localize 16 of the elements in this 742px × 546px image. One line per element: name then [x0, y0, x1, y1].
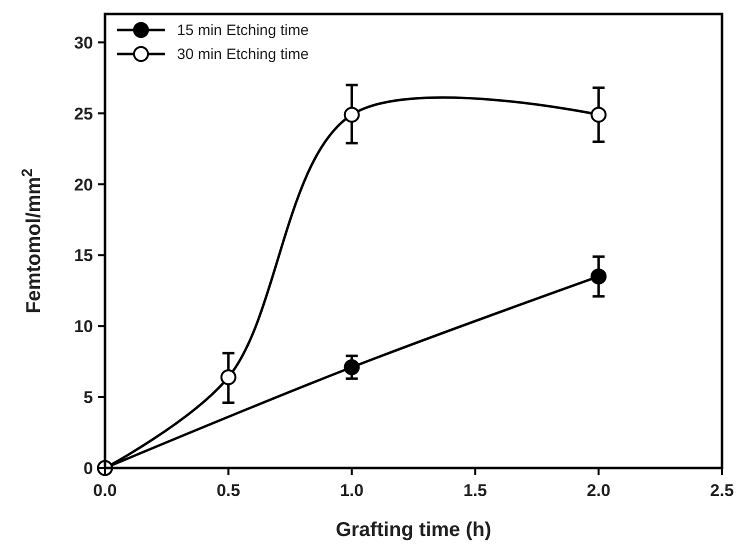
y-tick-label: 5 — [84, 388, 93, 408]
y-tick-label: 10 — [74, 317, 93, 336]
x-tick-label: 2.5 — [710, 481, 734, 500]
x-axis-title: Grafting time (h) — [336, 519, 492, 541]
y-tick-label: 0 — [84, 459, 93, 478]
x-tick-label: 1.0 — [340, 481, 364, 500]
legend-label: 15 min Etching time — [177, 22, 309, 39]
y-tick-label: 25 — [74, 104, 93, 124]
legend-label: 30 min Etching time — [177, 46, 309, 63]
x-tick-label: 0.5 — [216, 481, 240, 500]
y-tick-label: 15 — [74, 246, 93, 266]
x-tick-label: 0.0 — [93, 481, 117, 500]
y-tick-label: 30 — [74, 33, 93, 52]
x-tick-label: 1.5 — [463, 481, 488, 500]
x-tick-label: 2.0 — [586, 481, 610, 500]
y-tick-label: 20 — [74, 175, 93, 194]
